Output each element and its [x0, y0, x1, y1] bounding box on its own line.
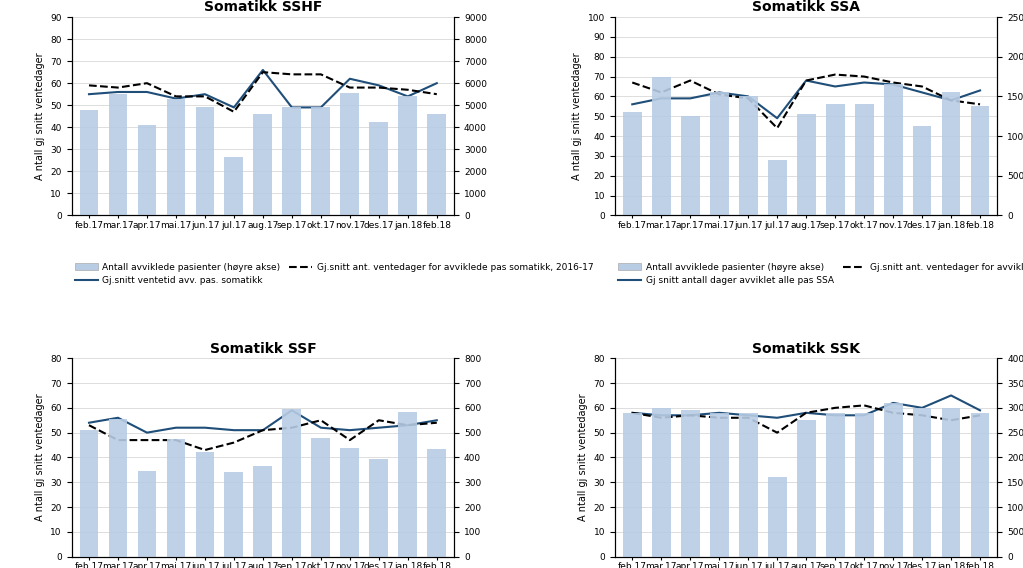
Bar: [398, 412, 417, 557]
Bar: [854, 105, 874, 215]
Bar: [884, 403, 902, 557]
Bar: [710, 93, 728, 215]
Title: Somatikk SSK: Somatikk SSK: [752, 342, 860, 356]
Bar: [797, 420, 815, 557]
Bar: [80, 430, 98, 557]
Bar: [623, 112, 641, 215]
Bar: [341, 448, 359, 557]
Y-axis label: A ntall gj snitt ventedager: A ntall gj snitt ventedager: [35, 394, 45, 521]
Y-axis label: A ntall gj snitt ventedager: A ntall gj snitt ventedager: [572, 52, 582, 180]
Bar: [224, 473, 243, 557]
Bar: [797, 114, 815, 215]
Bar: [369, 122, 389, 215]
Bar: [167, 99, 185, 215]
Bar: [137, 471, 157, 557]
Bar: [282, 409, 302, 557]
Legend: Antall avviklede pasienter (høyre akse), Gj.snitt ventetid avv. pas. somatikk, G: Antall avviklede pasienter (høyre akse),…: [72, 259, 596, 289]
Bar: [913, 408, 932, 557]
Bar: [826, 105, 845, 215]
Bar: [137, 125, 157, 215]
Bar: [428, 449, 446, 557]
Bar: [282, 107, 302, 215]
Bar: [80, 110, 98, 215]
Bar: [854, 413, 874, 557]
Bar: [652, 77, 671, 215]
Bar: [767, 477, 787, 557]
Bar: [710, 413, 728, 557]
Y-axis label: A ntall gj snitt ventedager: A ntall gj snitt ventedager: [35, 52, 45, 180]
Bar: [826, 413, 845, 557]
Legend: Antall avviklede pasienter (høyre akse), Gj snitt antall dager avviklet alle pas: Antall avviklede pasienter (høyre akse),…: [615, 259, 1023, 289]
Bar: [941, 93, 961, 215]
Bar: [224, 157, 243, 215]
Bar: [767, 160, 787, 215]
Bar: [195, 107, 215, 215]
Bar: [254, 466, 272, 557]
Bar: [652, 408, 671, 557]
Bar: [680, 410, 700, 557]
Title: Somatikk SSHF: Somatikk SSHF: [204, 1, 322, 15]
Bar: [398, 97, 417, 215]
Title: Somatikk SSF: Somatikk SSF: [210, 342, 316, 356]
Bar: [108, 94, 128, 215]
Bar: [623, 413, 641, 557]
Bar: [739, 413, 758, 557]
Title: Somatikk SSA: Somatikk SSA: [752, 1, 860, 15]
Bar: [254, 114, 272, 215]
Bar: [195, 453, 215, 557]
Bar: [369, 459, 389, 557]
Bar: [680, 116, 700, 215]
Bar: [341, 93, 359, 215]
Bar: [971, 106, 989, 215]
Bar: [913, 126, 932, 215]
Y-axis label: A ntall gj snitt ventedager: A ntall gj snitt ventedager: [578, 394, 588, 521]
Bar: [884, 85, 902, 215]
Bar: [941, 408, 961, 557]
Bar: [311, 107, 330, 215]
Bar: [428, 114, 446, 215]
Bar: [311, 437, 330, 557]
Bar: [971, 413, 989, 557]
Bar: [739, 97, 758, 215]
Bar: [108, 419, 128, 557]
Bar: [167, 439, 185, 557]
